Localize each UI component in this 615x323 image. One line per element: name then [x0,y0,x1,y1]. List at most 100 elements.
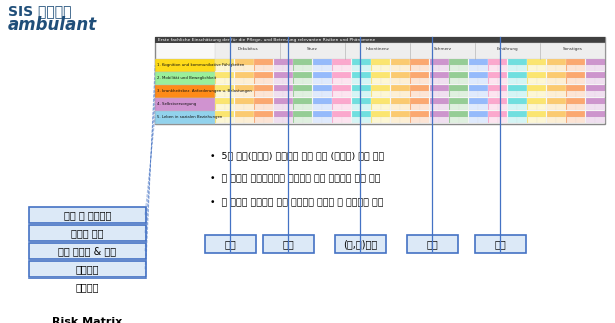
FancyBboxPatch shape [29,279,146,296]
FancyBboxPatch shape [352,72,371,84]
FancyBboxPatch shape [303,91,312,97]
FancyBboxPatch shape [566,117,576,123]
Text: 자립정도: 자립정도 [76,264,99,274]
FancyBboxPatch shape [488,91,498,97]
FancyBboxPatch shape [537,66,546,71]
FancyBboxPatch shape [313,98,331,110]
FancyBboxPatch shape [381,104,390,110]
FancyBboxPatch shape [352,91,361,97]
FancyBboxPatch shape [469,72,488,84]
FancyBboxPatch shape [391,91,400,97]
FancyBboxPatch shape [586,117,595,123]
FancyBboxPatch shape [547,85,566,98]
FancyBboxPatch shape [576,104,585,110]
FancyBboxPatch shape [488,117,498,123]
FancyBboxPatch shape [293,72,312,84]
FancyBboxPatch shape [225,104,234,110]
FancyBboxPatch shape [235,66,244,71]
FancyBboxPatch shape [547,117,556,123]
FancyBboxPatch shape [381,66,390,71]
FancyBboxPatch shape [274,104,283,110]
FancyBboxPatch shape [430,59,449,71]
Text: •  5개 영역(가로축) 문제유발 주요 요인 (세로축) 유무 체크: • 5개 영역(가로축) 문제유발 주요 요인 (세로축) 유무 체크 [210,151,384,160]
FancyBboxPatch shape [566,72,585,84]
FancyBboxPatch shape [352,117,361,123]
FancyBboxPatch shape [274,66,283,71]
FancyBboxPatch shape [215,78,224,84]
FancyBboxPatch shape [333,104,341,110]
FancyBboxPatch shape [332,98,351,110]
FancyBboxPatch shape [371,78,381,84]
FancyBboxPatch shape [566,91,576,97]
FancyBboxPatch shape [595,91,605,97]
FancyBboxPatch shape [459,117,468,123]
FancyBboxPatch shape [469,104,478,110]
FancyBboxPatch shape [450,104,459,110]
FancyBboxPatch shape [381,117,390,123]
FancyBboxPatch shape [391,117,400,123]
Text: 인지 및 소통능력: 인지 및 소통능력 [64,210,111,220]
FancyBboxPatch shape [342,91,351,97]
FancyBboxPatch shape [322,117,331,123]
FancyBboxPatch shape [400,91,410,97]
FancyBboxPatch shape [215,117,224,123]
FancyBboxPatch shape [255,117,264,123]
FancyBboxPatch shape [284,78,293,84]
FancyBboxPatch shape [450,111,468,123]
FancyBboxPatch shape [450,72,468,84]
FancyBboxPatch shape [235,111,254,123]
FancyBboxPatch shape [430,66,439,71]
FancyBboxPatch shape [586,66,595,71]
FancyBboxPatch shape [293,66,303,71]
FancyBboxPatch shape [155,72,215,85]
FancyBboxPatch shape [333,66,341,71]
FancyBboxPatch shape [155,110,215,124]
FancyBboxPatch shape [430,111,449,123]
FancyBboxPatch shape [440,66,448,71]
FancyBboxPatch shape [498,104,507,110]
FancyBboxPatch shape [459,91,468,97]
FancyBboxPatch shape [517,78,526,84]
FancyBboxPatch shape [332,111,351,123]
FancyBboxPatch shape [488,78,498,84]
FancyBboxPatch shape [322,91,331,97]
FancyBboxPatch shape [566,59,585,71]
FancyBboxPatch shape [274,85,293,98]
FancyBboxPatch shape [274,72,293,84]
FancyBboxPatch shape [469,59,488,71]
FancyBboxPatch shape [254,111,273,123]
FancyBboxPatch shape [557,117,566,123]
FancyBboxPatch shape [420,104,429,110]
FancyBboxPatch shape [322,66,331,71]
FancyBboxPatch shape [391,72,410,84]
FancyBboxPatch shape [333,91,341,97]
FancyBboxPatch shape [264,117,273,123]
FancyBboxPatch shape [420,78,429,84]
FancyBboxPatch shape [450,66,459,71]
FancyBboxPatch shape [420,66,429,71]
FancyBboxPatch shape [264,78,273,84]
Text: Dekubitus: Dekubitus [237,47,258,51]
FancyBboxPatch shape [595,117,605,123]
FancyBboxPatch shape [371,111,390,123]
Text: Schmerz: Schmerz [434,47,451,51]
Text: •  각 영역별 문재유무 관련 추가적인 평가가 더 필요한지 체크: • 각 영역별 문재유무 관련 추가적인 평가가 더 필요한지 체크 [210,198,384,207]
FancyBboxPatch shape [313,91,322,97]
FancyBboxPatch shape [342,66,351,71]
FancyBboxPatch shape [469,66,478,71]
FancyBboxPatch shape [284,104,293,110]
FancyBboxPatch shape [576,117,585,123]
FancyBboxPatch shape [440,78,448,84]
FancyBboxPatch shape [371,72,390,84]
FancyBboxPatch shape [29,261,146,277]
FancyBboxPatch shape [264,104,273,110]
FancyBboxPatch shape [469,85,488,98]
FancyBboxPatch shape [255,66,264,71]
FancyBboxPatch shape [410,66,419,71]
Text: Ernährung: Ernährung [497,47,518,51]
FancyBboxPatch shape [254,98,273,110]
FancyBboxPatch shape [352,66,361,71]
FancyBboxPatch shape [586,111,605,123]
FancyBboxPatch shape [254,85,273,98]
FancyBboxPatch shape [576,66,585,71]
